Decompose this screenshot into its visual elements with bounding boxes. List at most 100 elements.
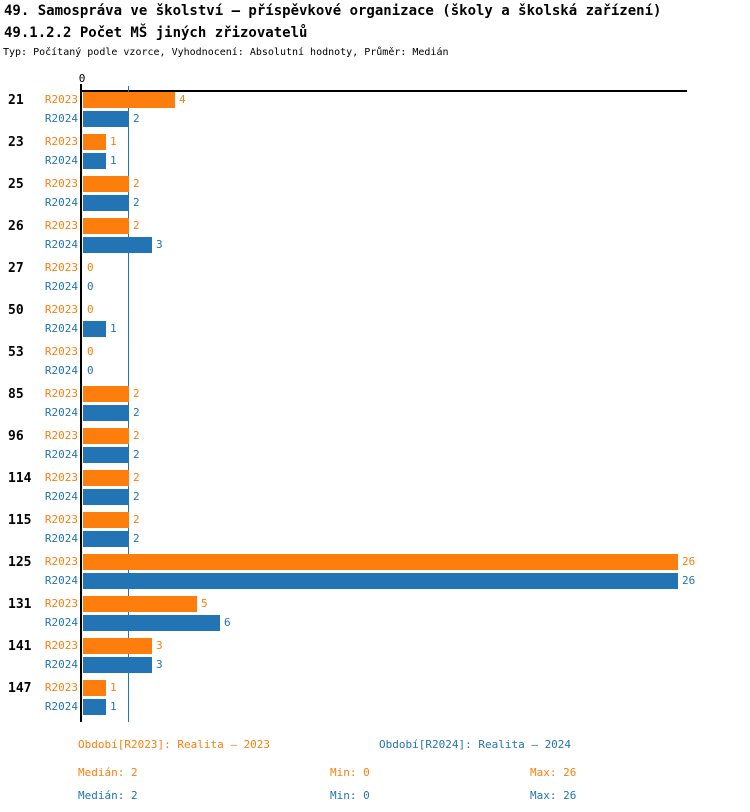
bar-row-r2024: R2024 1 [0,321,750,337]
bar-row-r2024: R2024 0 [0,363,750,379]
bar-value-label: 2 [133,196,140,209]
report-title: 49. Samospráva ve školství – příspěvkové… [4,3,662,19]
bar-value-label: 0 [87,280,94,293]
y-axis-line [80,84,82,722]
series-label-r2023: R2023 [44,513,78,526]
bar-r2024 [83,531,129,547]
bar-row-r2024: R2024 2 [0,489,750,505]
bar-value-label: 3 [156,238,163,251]
bar-r2023 [83,92,175,108]
bar-value-label: 1 [110,322,117,335]
series-label-r2023: R2023 [44,471,78,484]
bar-r2024 [83,321,106,337]
bar-row-r2024: R2024 26 [0,573,750,589]
bar-r2024 [83,657,152,673]
category-label: 125 [8,555,32,570]
series-label-r2024: R2024 [44,574,78,587]
bar-value-label: 2 [133,448,140,461]
indicator-title: 49.1.2.2 Počet MŠ jiných zřizovatelů [4,25,308,41]
bar-value-label: 26 [682,574,696,587]
bar-r2023 [83,554,678,570]
stat-max-r2023: Max: 26 [530,766,577,779]
category-label: 141 [8,639,32,654]
bar-row-r2024: R2024 2 [0,531,750,547]
bar-value-label: 26 [682,555,696,568]
bar-row-r2023: R2023 2 [0,218,750,234]
category-group-114: 114 R2023 2 R2024 2 [0,470,750,512]
bar-value-label: 2 [133,471,140,484]
category-label: 25 [8,177,24,192]
bar-row-r2023: R2023 2 [0,428,750,444]
bar-r2024 [83,615,220,631]
bar-value-label: 2 [133,177,140,190]
bar-r2024 [83,447,129,463]
category-group-50: 50 R2023 0 R2024 1 [0,302,750,344]
series-label-r2023: R2023 [44,93,78,106]
series-label-r2024: R2024 [44,364,78,377]
category-label: 85 [8,387,24,402]
bar-row-r2024: R2024 0 [0,279,750,295]
series-label-r2024: R2024 [44,196,78,209]
bar-row-r2023: R2023 0 [0,344,750,360]
category-group-53: 53 R2023 0 R2024 0 [0,344,750,386]
category-group-25: 25 R2023 2 R2024 2 [0,176,750,218]
bar-row-r2023: R2023 2 [0,386,750,402]
series-label-r2024: R2024 [44,280,78,293]
bar-r2024 [83,699,106,715]
bar-value-label: 2 [133,490,140,503]
series-label-r2024: R2024 [44,238,78,251]
series-label-r2024: R2024 [44,112,78,125]
category-group-141: 141 R2023 3 R2024 3 [0,638,750,680]
bar-value-label: 1 [110,135,117,148]
bar-row-r2023: R2023 26 [0,554,750,570]
category-label: 147 [8,681,32,696]
bar-row-r2023: R2023 5 [0,596,750,612]
bar-value-label: 0 [87,364,94,377]
bar-value-label: 3 [156,658,163,671]
series-label-r2024: R2024 [44,322,78,335]
bar-row-r2023: R2023 2 [0,176,750,192]
bar-r2024 [83,237,152,253]
bar-r2024 [83,195,129,211]
bar-value-label: 1 [110,700,117,713]
series-label-r2023: R2023 [44,639,78,652]
chart-footer: Období[R2023]: Realita – 2023 Období[R20… [0,722,750,812]
category-group-21: 21 R2023 4 R2024 2 [0,92,750,134]
series-label-r2024: R2024 [44,658,78,671]
series-label-r2024: R2024 [44,532,78,545]
bar-r2023 [83,428,129,444]
bar-value-label: 2 [133,219,140,232]
category-group-96: 96 R2023 2 R2024 2 [0,428,750,470]
category-group-26: 26 R2023 2 R2024 3 [0,218,750,260]
x-axis-tick-zero: 0 [78,72,86,85]
category-group-147: 147 R2023 1 R2024 1 [0,680,750,722]
bar-value-label: 1 [110,154,117,167]
bar-row-r2024: R2024 2 [0,195,750,211]
bar-r2023 [83,134,106,150]
stat-min-r2024: Min: 0 [330,789,370,802]
bar-r2024 [83,405,129,421]
bar-groups: 21 R2023 4 R2024 2 23 R2023 1 R2024 1 25 R2023 2 R202… [0,92,750,722]
series-label-r2024: R2024 [44,490,78,503]
bar-value-label: 3 [156,639,163,652]
category-label: 115 [8,513,32,528]
series-label-r2024: R2024 [44,406,78,419]
bar-row-r2024: R2024 2 [0,405,750,421]
category-label: 27 [8,261,24,276]
series-label-r2023: R2023 [44,303,78,316]
bar-row-r2024: R2024 2 [0,447,750,463]
bar-row-r2024: R2024 6 [0,615,750,631]
bar-value-label: 1 [110,681,117,694]
bar-r2023 [83,596,197,612]
x-axis-line [80,90,687,92]
bar-value-label: 2 [133,429,140,442]
bar-row-r2023: R2023 3 [0,638,750,654]
indicator-meta: Typ: Počítaný podle vzorce, Vyhodnocení:… [3,47,449,58]
stat-median-r2023: Medián: 2 [78,766,138,779]
bar-value-label: 2 [133,112,140,125]
bar-r2023 [83,176,129,192]
category-label: 96 [8,429,24,444]
category-group-23: 23 R2023 1 R2024 1 [0,134,750,176]
legend-r2023: Období[R2023]: Realita – 2023 [78,738,271,751]
legend-r2024: Období[R2024]: Realita – 2024 [379,738,572,751]
